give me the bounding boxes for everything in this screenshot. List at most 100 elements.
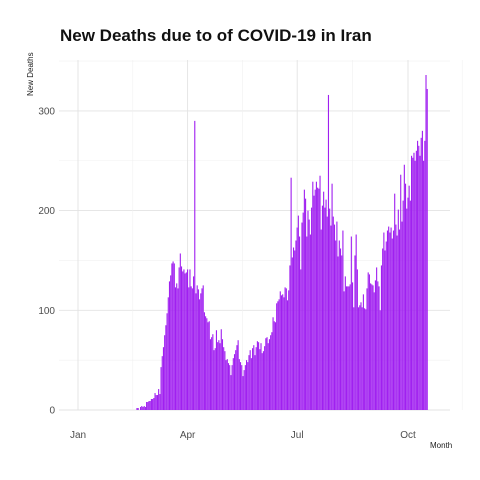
- bar: [353, 307, 355, 410]
- bar: [206, 318, 208, 410]
- bar: [354, 255, 356, 410]
- bar: [425, 75, 427, 410]
- bar: [295, 240, 297, 410]
- bar: [188, 287, 190, 410]
- bar: [406, 208, 408, 410]
- bar: [236, 345, 238, 410]
- bar: [203, 312, 205, 410]
- bar: [398, 229, 401, 410]
- bar: [401, 221, 403, 410]
- bar: [267, 343, 269, 410]
- bar: [359, 305, 361, 410]
- bar: [158, 389, 160, 410]
- bar: [424, 140, 426, 410]
- bar: [362, 294, 364, 410]
- bar: [168, 281, 171, 410]
- bar: [367, 272, 369, 410]
- bar: [277, 301, 279, 410]
- bar: [300, 269, 302, 410]
- bar: [337, 256, 339, 410]
- bar: [247, 362, 249, 410]
- bar: [162, 347, 165, 410]
- bar: [296, 227, 298, 410]
- bar: [252, 348, 254, 410]
- bar: [285, 288, 287, 410]
- bar: [279, 291, 281, 410]
- bar: [220, 329, 222, 410]
- bar: [286, 300, 289, 410]
- bar: [199, 299, 201, 410]
- bar: [207, 322, 209, 410]
- bar: [164, 335, 166, 411]
- bar: [187, 269, 189, 410]
- bar: [276, 303, 278, 410]
- bar: [306, 236, 308, 410]
- bar: [419, 155, 421, 410]
- bar: [242, 376, 244, 410]
- bar: [404, 183, 407, 410]
- bar: [262, 351, 264, 410]
- bar: [194, 120, 196, 411]
- bar: [390, 227, 392, 410]
- bar: [137, 408, 139, 410]
- bar: [297, 215, 299, 410]
- bar: [256, 341, 258, 410]
- bar: [227, 363, 230, 410]
- bar: [190, 286, 192, 410]
- bar: [250, 358, 252, 410]
- bar: [309, 234, 311, 410]
- bar: [321, 205, 323, 410]
- bar: [185, 272, 187, 410]
- bar: [341, 255, 343, 410]
- bar: [358, 307, 360, 410]
- bar: [224, 351, 226, 410]
- bar: [315, 181, 317, 410]
- bar: [323, 191, 325, 410]
- bar: [411, 155, 413, 410]
- bar: [388, 226, 390, 410]
- bar: [324, 207, 326, 410]
- bar: [378, 286, 380, 410]
- bar: [383, 232, 385, 410]
- bar: [414, 160, 416, 410]
- bar: [345, 286, 348, 410]
- bar: [214, 348, 216, 410]
- bar: [243, 370, 245, 410]
- bar: [418, 145, 420, 411]
- bar: [282, 294, 284, 410]
- bar: [218, 340, 220, 410]
- bar: [377, 281, 379, 410]
- bar: [171, 263, 173, 410]
- bar: [219, 343, 221, 410]
- bar: [179, 253, 181, 410]
- bar: [255, 347, 257, 410]
- bar: [384, 250, 386, 410]
- bar: [208, 321, 210, 410]
- bar: [394, 193, 396, 410]
- bar: [415, 150, 417, 410]
- bar: [409, 200, 411, 410]
- bar: [264, 346, 266, 410]
- bar: [278, 299, 280, 410]
- bar: [209, 339, 211, 410]
- bar: [389, 232, 391, 410]
- bar: [211, 337, 213, 410]
- bar: [254, 355, 256, 411]
- bar: [149, 401, 151, 410]
- chart-title: New Deaths due to of COVID-19 in Iran: [60, 26, 372, 45]
- bar: [237, 340, 239, 410]
- bar: [365, 309, 367, 410]
- bar: [226, 359, 228, 410]
- bar: [302, 212, 304, 410]
- bar: [272, 317, 274, 410]
- bar: [200, 293, 202, 410]
- bar: [331, 183, 333, 410]
- bar: [147, 402, 149, 410]
- bar: [193, 276, 195, 410]
- bar: [356, 269, 358, 410]
- bar: [283, 297, 285, 410]
- bar: [271, 332, 273, 410]
- bar: [294, 250, 296, 410]
- bar: [421, 130, 423, 410]
- bar: [289, 265, 291, 410]
